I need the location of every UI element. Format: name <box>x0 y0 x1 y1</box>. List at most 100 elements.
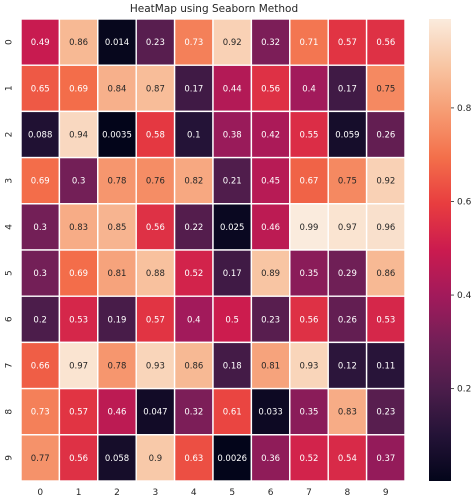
cell-value-label: 0.19 <box>108 315 127 325</box>
heatmap-cell <box>365 434 406 482</box>
heatmap-cell <box>365 387 406 436</box>
cell-value-label: 0.088 <box>28 131 52 141</box>
heatmap-cell <box>135 341 176 390</box>
heatmap-cell <box>20 295 61 344</box>
colorbar-gradient <box>429 19 451 481</box>
heatmap-cell <box>327 64 368 113</box>
cell-value-label: 0.3 <box>33 223 47 233</box>
y-tick-label: 5 <box>5 270 15 276</box>
heatmap-cell <box>135 64 176 113</box>
cell-value-label: 0.67 <box>300 177 319 187</box>
cell-value-label: 0.69 <box>69 84 88 94</box>
cell-value-label: 0.014 <box>105 38 129 48</box>
cell-value-label: 0.78 <box>108 362 127 372</box>
x-tick-label: 0 <box>37 488 43 498</box>
cell-value-label: 0.36 <box>261 454 280 464</box>
heatmap-cell <box>327 249 368 297</box>
cell-value-label: 0.21 <box>223 177 242 187</box>
cell-value-label: 0.83 <box>338 408 357 418</box>
y-tick-label: 7 <box>5 363 15 369</box>
cell-value-label: 0.32 <box>261 38 280 48</box>
x-tick-label: 1 <box>76 488 82 498</box>
cell-value-label: 0.63 <box>184 454 203 464</box>
y-tick-label: 6 <box>5 316 15 322</box>
cell-value-label: 0.025 <box>220 223 244 233</box>
cell-value-label: 0.26 <box>338 315 357 325</box>
heatmap-cell <box>327 295 368 344</box>
cell-value-label: 0.45 <box>261 177 280 187</box>
cell-value-label: 0.86 <box>184 362 203 372</box>
heatmap-cell <box>250 341 291 390</box>
heatmap-cell <box>365 203 406 251</box>
y-tick-label: 0 <box>5 39 15 45</box>
heatmap-cell <box>327 203 368 251</box>
cell-value-label: 0.53 <box>376 315 395 325</box>
heatmap-cell <box>327 110 368 159</box>
heatmap-cell <box>212 203 253 251</box>
heatmap-cell <box>289 295 329 344</box>
cell-value-label: 0.71 <box>300 38 319 48</box>
cell-value-label: 0.69 <box>69 269 88 279</box>
heatmap-cell <box>289 203 329 251</box>
cell-value-label: 0.92 <box>376 177 395 187</box>
heatmap-cell <box>135 249 176 297</box>
cell-value-label: 0.37 <box>376 454 395 464</box>
cell-value-label: 0.46 <box>108 408 127 418</box>
heatmap-cell <box>327 341 368 390</box>
cell-value-label: 0.4 <box>302 84 316 94</box>
heatmap-cell <box>173 387 214 436</box>
cell-value-label: 0.52 <box>300 454 319 464</box>
heatmap-cell <box>365 110 406 159</box>
heatmap-cell <box>97 110 137 159</box>
heatmap-cell <box>20 156 61 205</box>
cell-value-label: 0.82 <box>184 177 203 187</box>
cell-value-label: 0.23 <box>261 315 280 325</box>
heatmap-cell <box>250 434 291 482</box>
y-tick-label: 4 <box>5 224 15 230</box>
cell-value-label: 0.88 <box>146 269 165 279</box>
x-tick-label: 4 <box>191 488 197 498</box>
cell-value-label: 0.56 <box>261 84 280 94</box>
heatmap-cell <box>327 434 368 482</box>
heatmap-cell <box>135 434 176 482</box>
heatmap-cell <box>20 434 61 482</box>
cell-value-label: 0.78 <box>108 177 127 187</box>
x-tick-label: 3 <box>153 488 159 498</box>
cell-value-label: 0.93 <box>146 362 165 372</box>
cell-value-label: 0.0035 <box>102 131 132 141</box>
x-tick-label: 5 <box>229 488 235 498</box>
cell-value-label: 0.56 <box>300 315 319 325</box>
cell-value-label: 0.18 <box>223 362 242 372</box>
y-tick-label: 8 <box>5 409 15 415</box>
cell-value-label: 0.76 <box>146 177 165 187</box>
cell-value-label: 0.35 <box>300 408 319 418</box>
x-tick-label: 7 <box>306 488 312 498</box>
cell-value-label: 0.033 <box>258 408 282 418</box>
cell-value-label: 0.73 <box>31 408 50 418</box>
cell-value-label: 0.75 <box>376 84 395 94</box>
cell-value-label: 0.35 <box>300 269 319 279</box>
heatmap-cell <box>20 18 61 66</box>
cell-value-label: 0.81 <box>108 269 127 279</box>
heatmap-cell <box>58 203 99 251</box>
heatmap-cell <box>97 249 137 297</box>
heatmap-cell <box>289 18 329 66</box>
heatmap-cell <box>365 18 406 66</box>
cell-value-label: 0.5 <box>225 315 239 325</box>
heatmap-cell <box>58 387 99 436</box>
heatmap-cell <box>365 295 406 344</box>
x-tick-label: 6 <box>268 488 274 498</box>
heatmap-cell <box>58 110 99 159</box>
x-axis-ticks: 0 1 2 3 4 5 6 7 8 9 <box>37 488 389 498</box>
cell-value-label: 0.92 <box>223 38 242 48</box>
colorbar: 0.2 0.4 0.6 0.8 <box>429 19 472 481</box>
cell-value-label: 0.75 <box>338 177 357 187</box>
cell-value-label: 0.58 <box>146 131 165 141</box>
cell-value-label: 0.38 <box>223 131 242 141</box>
x-tick-label: 8 <box>345 488 351 498</box>
cell-value-label: 0.85 <box>108 223 127 233</box>
heatmap-cell <box>289 341 329 390</box>
cell-value-label: 0.69 <box>31 177 50 187</box>
cell-value-label: 0.12 <box>338 362 357 372</box>
